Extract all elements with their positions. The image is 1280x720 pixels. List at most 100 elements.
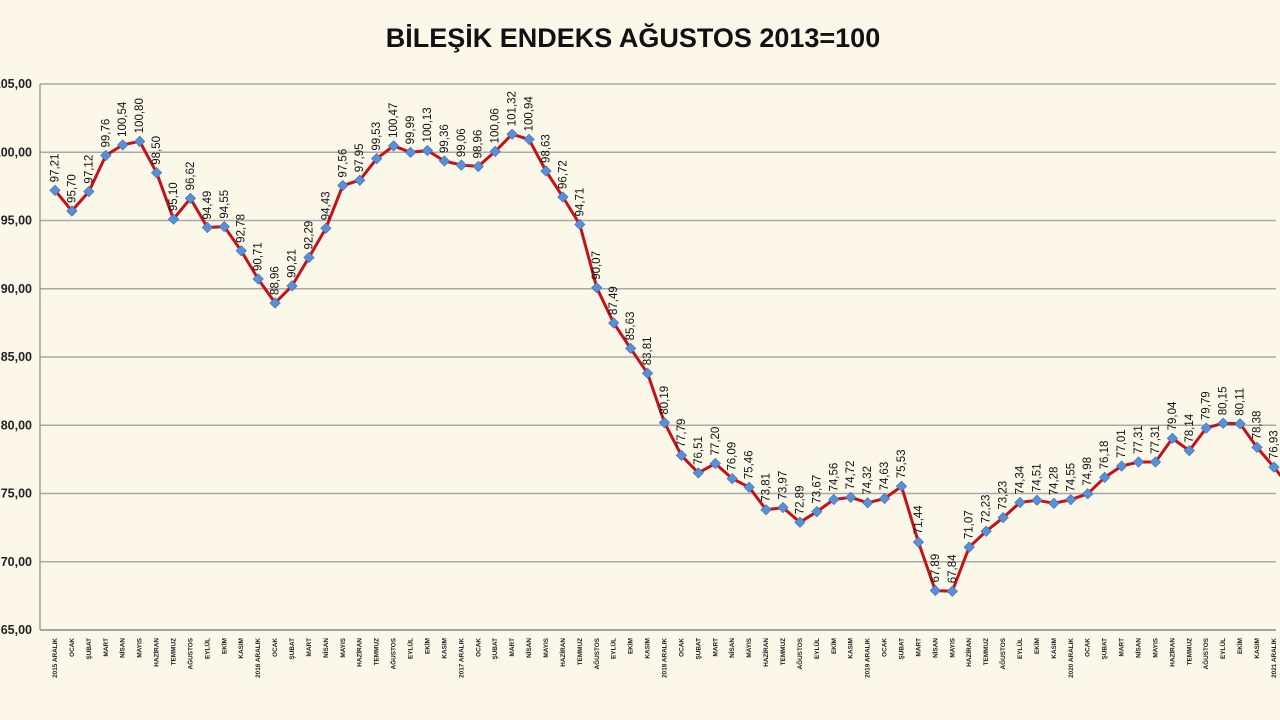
data-point (1268, 461, 1280, 473)
x-tick-label: NİSAN (118, 638, 127, 658)
data-point (404, 146, 417, 159)
data-label: 74,32 (862, 466, 874, 495)
y-tick-label: 75,00 (1, 487, 32, 501)
x-tick-label: AĞUSTOS (998, 637, 1007, 669)
x-tick-label: HAZİRAN (558, 638, 567, 667)
data-label: 76,51 (693, 436, 705, 465)
x-tick-label: MAYIS (137, 637, 144, 657)
x-tick-label: 2019 ARALIK (865, 638, 872, 678)
x-tick-label: KASIM (848, 638, 855, 659)
data-label: 100,80 (134, 98, 146, 133)
x-tick-label: EYLÜL (1015, 638, 1024, 659)
data-label: 73,97 (777, 471, 789, 500)
data-label: 75,53 (896, 449, 908, 478)
data-label: 97,95 (354, 143, 366, 172)
data-label: 99,76 (100, 119, 112, 148)
x-tick-label: MART (103, 638, 110, 657)
x-tick-label: TEMMUZ (374, 638, 381, 665)
x-tick-label: HAZİRAN (355, 638, 364, 667)
data-point (83, 185, 95, 198)
data-point (1082, 488, 1094, 500)
data-point (709, 457, 721, 470)
x-tick-label: HAZİRAN (152, 638, 161, 667)
data-point (675, 449, 688, 462)
x-tick-label: ŞUBAT (492, 638, 499, 660)
data-point (150, 167, 163, 179)
x-tick-label: OCAK (272, 638, 279, 657)
data-label: 76,93 (1268, 430, 1280, 459)
x-tick-label: ŞUBAT (86, 638, 93, 660)
data-label: 74,72 (845, 461, 857, 490)
x-tick-label: MART (306, 638, 313, 657)
data-point (303, 251, 315, 264)
x-tick-label: HAZİRAN (964, 638, 973, 667)
data-label: 90,21 (287, 249, 299, 278)
y-tick-label: 80,00 (1, 418, 32, 432)
x-tick-label: TEMMUZ (780, 638, 787, 665)
data-label: 97,56 (337, 149, 349, 178)
data-point (641, 367, 654, 379)
data-label: 83,81 (642, 336, 654, 365)
y-tick-label: 100,00 (0, 145, 32, 159)
x-tick-label: AĞUSTOS (1201, 637, 1210, 669)
data-label: 80,11 (1235, 388, 1247, 416)
x-tick-label: TEMMUZ (1186, 638, 1193, 665)
x-tick-label: NİSAN (321, 638, 330, 658)
data-point (912, 536, 925, 548)
x-tick-label: ŞUBAT (289, 638, 296, 660)
data-label: 85,63 (625, 312, 637, 341)
x-tick-label: KASIM (1051, 638, 1058, 659)
data-point (828, 493, 840, 506)
data-point (49, 184, 61, 196)
x-tick-label: 2020 ARALIK (1068, 638, 1075, 678)
data-point (100, 149, 112, 162)
data-label: 77,20 (710, 427, 722, 456)
data-label: 73,81 (761, 473, 773, 502)
data-label: 96,62 (185, 162, 197, 191)
x-tick-label: ŞUBAT (1102, 638, 1109, 660)
data-label: 67,89 (930, 554, 942, 583)
data-point (66, 205, 78, 217)
data-label: 100,54 (117, 101, 129, 137)
data-point (624, 342, 637, 355)
data-label: 97,12 (83, 155, 95, 184)
data-label: 99,36 (439, 124, 451, 153)
data-label: 80,15 (1218, 386, 1230, 415)
x-tick-label: EKİM (1032, 638, 1041, 654)
data-point (167, 213, 180, 225)
data-label: 79,79 (1201, 391, 1213, 420)
data-label: 77,31 (1150, 425, 1162, 454)
data-label: 74,56 (828, 463, 840, 492)
data-label: 71,07 (964, 510, 976, 539)
data-point (760, 504, 772, 516)
data-point (777, 501, 789, 514)
data-label: 100,47 (388, 103, 400, 138)
data-label: 78,14 (1184, 413, 1196, 442)
x-tick-label: MAYIS (543, 637, 550, 657)
data-label: 98,50 (151, 136, 163, 165)
x-tick-label: MAYIS (1152, 637, 1159, 657)
data-point (523, 133, 535, 146)
x-tick-label: OCAK (678, 638, 685, 657)
data-point (1166, 432, 1179, 444)
x-tick-label: KASIM (645, 638, 652, 659)
data-label: 98,63 (540, 134, 552, 163)
x-tick-label: 2018 ARALIK (661, 638, 668, 678)
series-bilesik-endeks (49, 128, 1280, 597)
y-tick-label: 85,00 (1, 350, 32, 364)
x-tick-label: OCAK (1085, 638, 1092, 657)
data-point (218, 221, 230, 233)
x-tick-label: MART (712, 638, 719, 657)
x-tick-label: AĞUSTOS (795, 637, 804, 669)
x-tick-label: EKİM (626, 638, 635, 654)
data-label: 98,96 (473, 130, 485, 159)
data-point (692, 467, 704, 479)
y-tick-label: 95,00 (1, 214, 32, 228)
data-label: 67,84 (947, 554, 959, 583)
x-tick-label: MAYIS (340, 637, 347, 657)
data-label: 97,21 (50, 154, 62, 183)
data-point (811, 506, 823, 518)
x-tick-label: MAYIS (746, 637, 753, 657)
data-label: 101,32 (507, 91, 519, 126)
data-label: 99,99 (405, 116, 417, 145)
